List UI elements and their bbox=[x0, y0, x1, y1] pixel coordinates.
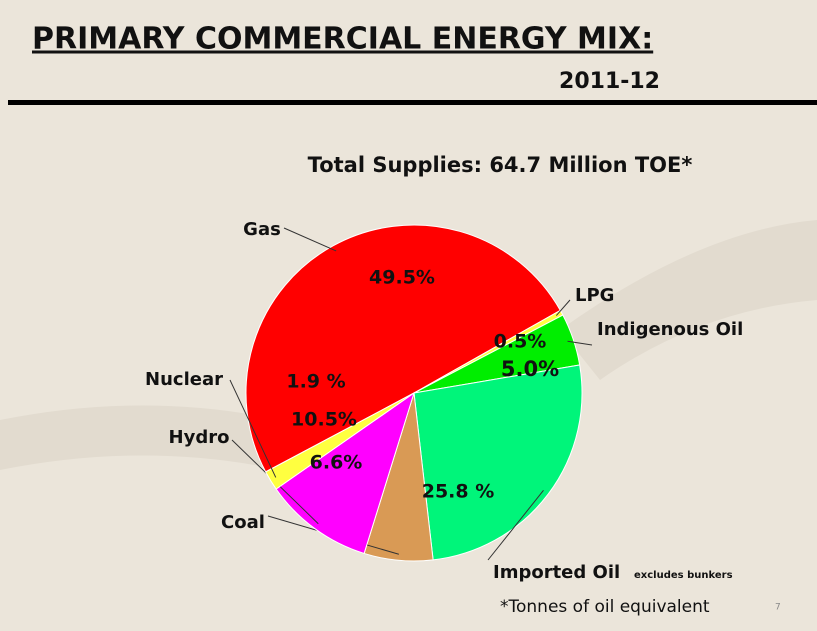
category-label: Coal bbox=[221, 512, 265, 533]
value-label: 49.5% bbox=[369, 267, 435, 289]
category-label: LPG bbox=[575, 285, 614, 306]
value-label: 1.9 % bbox=[286, 371, 345, 393]
decor bbox=[560, 220, 817, 380]
pie-slice bbox=[413, 364, 583, 561]
category-label: Nuclear bbox=[145, 369, 223, 390]
pie-slice bbox=[275, 391, 415, 555]
value-label: 0.5% bbox=[494, 331, 547, 353]
leader-line bbox=[567, 340, 593, 346]
page-number: 7 bbox=[775, 603, 781, 613]
category-label: Imported Oil bbox=[493, 562, 620, 583]
category-label: Gas bbox=[243, 219, 281, 240]
value-label: 5.0% bbox=[501, 357, 559, 381]
leader-line bbox=[555, 299, 571, 316]
footnote: *Tonnes of oil equivalent bbox=[500, 597, 710, 617]
leader-line bbox=[487, 490, 544, 561]
category-note: excludes bunkers bbox=[634, 570, 733, 581]
header-rule bbox=[8, 100, 817, 105]
total-label: Total Supplies: 64.7 Million TOE* bbox=[308, 153, 693, 177]
value-label: 10.5% bbox=[291, 409, 357, 431]
pie-slice bbox=[245, 224, 561, 473]
pie-slice bbox=[264, 392, 415, 490]
leader-line bbox=[229, 379, 277, 478]
category-label: Hydro bbox=[169, 427, 230, 448]
value-label: 6.6% bbox=[310, 452, 363, 474]
value-label: 25.8 % bbox=[422, 481, 495, 503]
category-label: Indigenous Oil bbox=[597, 319, 743, 340]
chart-subtitle: 2011-12 bbox=[559, 69, 660, 94]
leader-line bbox=[283, 227, 337, 252]
chart-title: PRIMARY COMMERCIAL ENERGY MIX: bbox=[32, 22, 653, 57]
